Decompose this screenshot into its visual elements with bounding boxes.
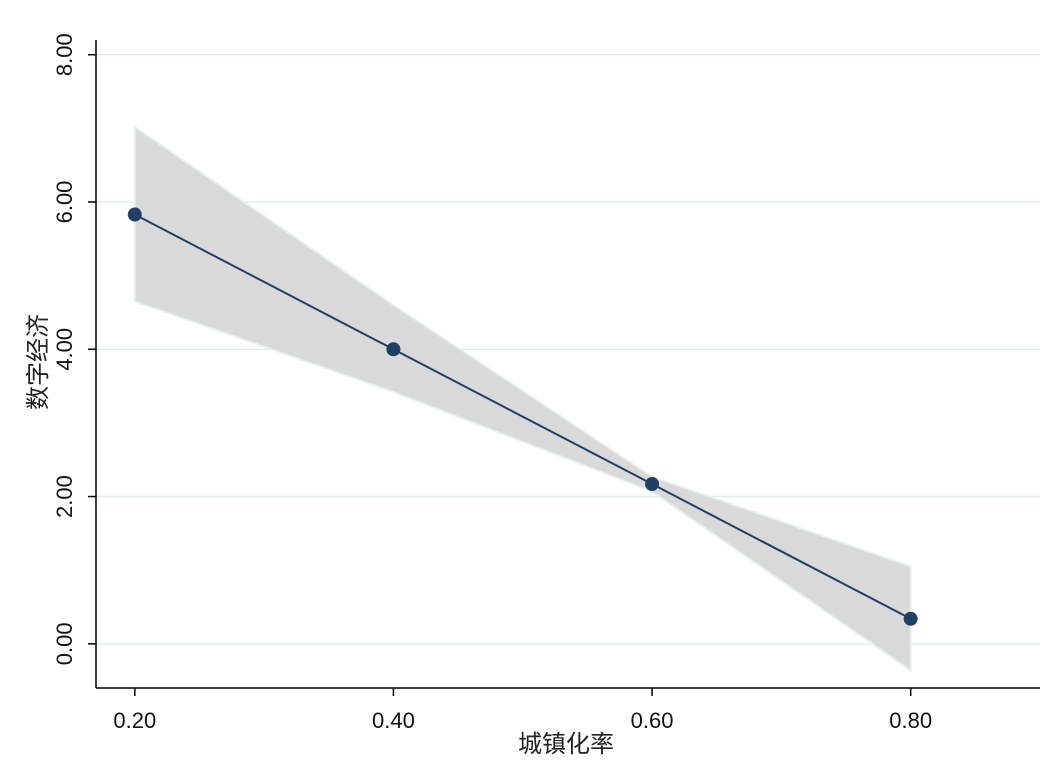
confidence-band [133,124,912,673]
y-tick-label: 6.00 [52,181,77,224]
x-tick-label: 0.80 [889,708,932,733]
x-tick-label: 0.60 [631,708,674,733]
tick-labels: 0.00 2.00 4.00 6.00 8.00 0.20 0.40 0.60 0.80 [52,33,932,733]
y-tick-label: 4.00 [52,328,77,371]
x-tick-label: 0.40 [372,708,415,733]
grid-lines [96,53,1040,645]
y-tick-label: 0.00 [52,622,77,665]
axes [88,40,1040,696]
y-axis-title: 数字经济 [24,314,52,410]
series-line [134,213,912,620]
data-point [903,611,918,626]
x-tick-label: 0.20 [113,708,156,733]
data-point [645,477,660,492]
confidence-band-group [133,124,912,673]
y-tick-label: 8.00 [52,33,77,76]
data-points [127,207,918,626]
data-point [386,342,401,357]
series-line-group [134,213,912,620]
x-axis-title: 城镇化率 [518,730,614,758]
data-point [127,207,142,222]
y-tick-label: 2.00 [52,475,77,518]
